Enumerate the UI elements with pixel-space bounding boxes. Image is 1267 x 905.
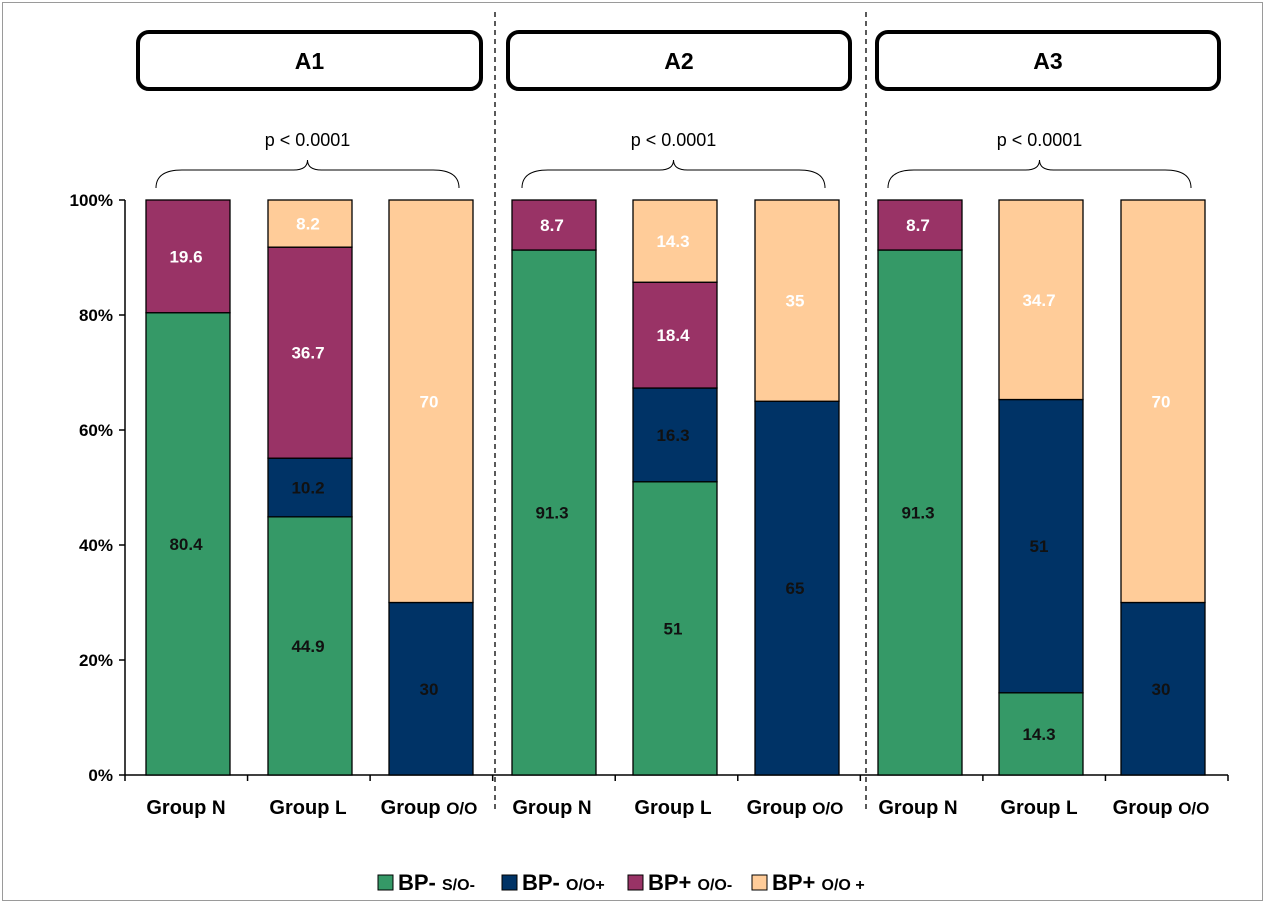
data-label: 30 xyxy=(1152,680,1171,699)
group-label: Group xyxy=(747,797,813,819)
legend-state: O/O + xyxy=(822,877,865,894)
data-label: 91.3 xyxy=(901,504,934,523)
group-label: Group xyxy=(1000,797,1066,819)
x-tick-label: Group O/O xyxy=(1113,797,1210,819)
data-label: 65 xyxy=(786,579,805,598)
x-tick-label: Group N xyxy=(146,797,225,819)
group-suffix: O/O xyxy=(446,799,477,818)
y-tick-label: 60% xyxy=(79,421,113,440)
p-value: p < 0.0001 xyxy=(265,130,351,150)
y-tick-label: 80% xyxy=(79,306,113,325)
group-label: Group xyxy=(381,797,447,819)
legend-label: BP- S/O- xyxy=(398,870,475,895)
data-label: 14.3 xyxy=(656,232,689,251)
y-tick-label: 0% xyxy=(88,766,113,785)
p-value: p < 0.0001 xyxy=(631,130,717,150)
x-tick-label: Group L xyxy=(269,797,347,819)
group-suffix: N xyxy=(944,798,958,819)
data-label: 8.7 xyxy=(540,216,564,235)
legend-bp: BP+ xyxy=(648,870,698,895)
x-tick-label: Group L xyxy=(1000,797,1078,819)
data-label: 16.3 xyxy=(656,426,689,445)
x-tick-label: Group N xyxy=(512,797,591,819)
legend-swatch xyxy=(502,875,517,890)
data-label: 91.3 xyxy=(535,504,568,523)
data-label: 34.7 xyxy=(1022,291,1055,310)
legend-bp: BP- xyxy=(398,870,442,895)
data-label: 18.4 xyxy=(656,326,690,345)
group-label: Group xyxy=(878,797,944,819)
group-suffix: N xyxy=(212,798,226,819)
group-suffix: N xyxy=(578,798,592,819)
group-label: Group xyxy=(1113,797,1179,819)
significance-bracket xyxy=(888,160,1191,188)
legend-bp: BP- xyxy=(522,870,566,895)
data-label: 36.7 xyxy=(291,344,324,363)
panel-title: A2 xyxy=(664,48,693,74)
legend-state: S/O- xyxy=(442,877,475,894)
legend-label: BP- O/O+ xyxy=(522,870,605,895)
x-tick-label: Group N xyxy=(878,797,957,819)
data-label: 80.4 xyxy=(169,535,203,554)
data-label: 51 xyxy=(664,619,683,638)
group-label: Group xyxy=(146,797,212,819)
legend-swatch xyxy=(628,875,643,890)
significance-bracket xyxy=(156,160,459,188)
group-suffix: L xyxy=(335,798,347,819)
data-label: 35 xyxy=(786,292,805,311)
significance-bracket xyxy=(522,160,825,188)
y-tick-label: 20% xyxy=(79,651,113,670)
data-label: 70 xyxy=(420,392,439,411)
data-label: 51 xyxy=(1030,537,1049,556)
panel-title: A3 xyxy=(1033,48,1062,74)
legend-state: O/O+ xyxy=(566,877,605,894)
legend-label: BP+ O/O- xyxy=(648,870,732,895)
group-suffix: L xyxy=(700,798,712,819)
panel-title: A1 xyxy=(295,48,325,74)
legend-state: O/O- xyxy=(698,877,733,894)
data-label: 10.2 xyxy=(291,479,324,498)
data-label: 70 xyxy=(1152,392,1171,411)
group-suffix: O/O xyxy=(812,799,843,818)
y-tick-label: 100% xyxy=(70,191,113,210)
data-label: 19.6 xyxy=(169,247,202,266)
legend-swatch xyxy=(378,875,393,890)
legend-bp: BP+ xyxy=(772,870,822,895)
group-suffix: L xyxy=(1066,798,1078,819)
x-tick-label: Group L xyxy=(634,797,712,819)
data-label: 30 xyxy=(420,680,439,699)
data-label: 8.2 xyxy=(296,215,320,234)
group-label: Group xyxy=(512,797,578,819)
legend-swatch xyxy=(752,875,767,890)
y-tick-label: 40% xyxy=(79,536,113,555)
x-tick-label: Group O/O xyxy=(381,797,478,819)
group-label: Group xyxy=(634,797,700,819)
p-value: p < 0.0001 xyxy=(997,130,1083,150)
legend-label: BP+ O/O + xyxy=(772,870,865,895)
data-label: 14.3 xyxy=(1022,725,1055,744)
group-label: Group xyxy=(269,797,335,819)
data-label: 8.7 xyxy=(906,216,930,235)
x-tick-label: Group O/O xyxy=(747,797,844,819)
group-suffix: O/O xyxy=(1178,799,1209,818)
data-label: 44.9 xyxy=(291,637,324,656)
